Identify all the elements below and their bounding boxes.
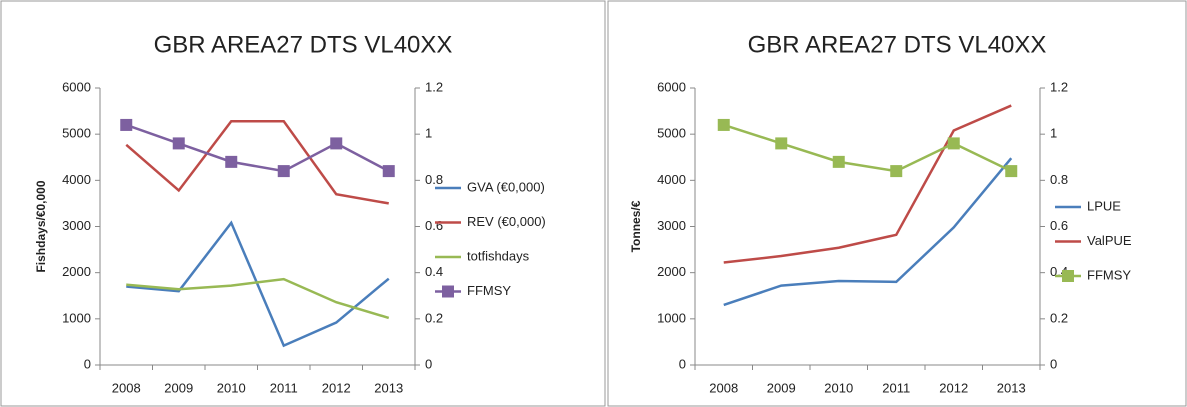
point-marker — [947, 137, 960, 150]
point-marker — [382, 165, 395, 178]
y2-tick-label: 0 — [1050, 356, 1057, 371]
x-tick-label: 2009 — [164, 380, 193, 395]
series-line — [126, 277, 390, 320]
x-tick-label: 2008 — [709, 380, 738, 395]
point-marker — [277, 165, 290, 178]
legend-label: totfishdays — [467, 248, 530, 263]
x-tick-label: 2011 — [270, 380, 298, 395]
y-tick-label: 6000 — [657, 79, 686, 94]
point-marker — [330, 137, 343, 150]
x-tick-label: 2012 — [322, 380, 351, 395]
point-marker — [225, 155, 238, 168]
point-marker — [775, 137, 788, 150]
legend-marker — [442, 285, 454, 298]
legend-label: LPUE — [1087, 198, 1121, 213]
chart-title: GBR AREA27 DTS VL40XX — [748, 31, 1047, 58]
y2-tick-label: 0.6 — [425, 218, 443, 233]
x-tick-label: 2013 — [997, 380, 1026, 395]
y-tick-label: 0 — [84, 356, 91, 371]
y-tick-label: 1000 — [62, 310, 91, 325]
legend-label: GVA (€0,000) — [467, 179, 545, 194]
x-tick-label: 2009 — [767, 380, 796, 395]
y-tick-label: 1000 — [657, 310, 686, 325]
y-tick-label: 4000 — [62, 172, 91, 187]
y-tick-label: 6000 — [62, 79, 91, 94]
x-tick-label: 2012 — [939, 380, 968, 395]
legend-label: REV (€0,000) — [467, 214, 546, 229]
chart-frame — [607, 0, 1187, 407]
point-marker — [1005, 165, 1018, 178]
series-line — [723, 157, 1013, 307]
point-marker — [890, 165, 903, 178]
legend-label: FFMSY — [467, 283, 511, 298]
y2-tick-label: 1 — [425, 126, 432, 141]
x-tick-label: 2011 — [882, 380, 910, 395]
y2-tick-label: 1.2 — [425, 79, 443, 94]
y2-tick-label: 0.4 — [425, 264, 443, 279]
y-axis-label: Fishdays/€0,000 — [34, 180, 48, 272]
legend-label: ValPUE — [1087, 233, 1132, 248]
y2-tick-label: 0.2 — [425, 310, 443, 325]
x-tick-label: 2010 — [824, 380, 853, 395]
y-tick-label: 5000 — [657, 126, 686, 141]
y-axis-label: Tonnes/€ — [629, 200, 643, 252]
y-tick-label: 4000 — [657, 172, 686, 187]
y2-tick-label: 1 — [1050, 126, 1057, 141]
point-marker — [120, 118, 133, 131]
series-line — [126, 220, 390, 348]
y-tick-label: 5000 — [62, 126, 91, 141]
y-tick-label: 0 — [679, 356, 686, 371]
series-line — [125, 119, 389, 205]
point-marker — [832, 155, 845, 168]
x-tick-label: 2008 — [112, 380, 141, 395]
y-tick-label: 2000 — [62, 264, 91, 279]
chart-title: GBR AREA27 DTS VL40XX — [154, 31, 453, 58]
y-tick-label: 2000 — [657, 264, 686, 279]
y2-tick-label: 0.2 — [1050, 310, 1068, 325]
y-tick-label: 3000 — [62, 218, 91, 233]
series-line — [125, 123, 390, 173]
y2-tick-label: 0.8 — [425, 172, 443, 187]
legend-marker — [1062, 270, 1074, 282]
y2-tick-label: 0.8 — [1050, 172, 1068, 187]
chart-frame — [0, 0, 606, 407]
legend-label: FFMSY — [1087, 267, 1131, 282]
y2-tick-label: 0 — [425, 356, 432, 371]
x-tick-label: 2010 — [217, 380, 246, 395]
y2-tick-label: 0.6 — [1050, 218, 1068, 233]
y2-tick-label: 1.2 — [1050, 79, 1068, 94]
point-marker — [717, 118, 730, 131]
y-tick-label: 3000 — [657, 218, 686, 233]
point-marker — [172, 137, 185, 150]
x-tick-label: 2013 — [374, 380, 403, 395]
series-line — [723, 123, 1012, 173]
series-line — [723, 104, 1012, 264]
